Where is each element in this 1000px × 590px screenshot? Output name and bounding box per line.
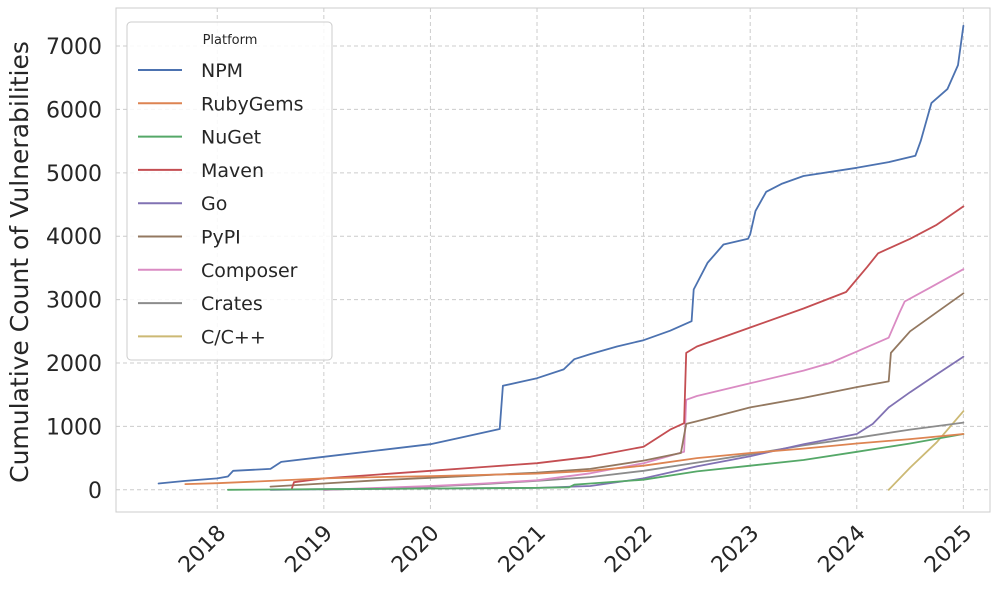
y-tick-label: 6000: [46, 98, 102, 123]
x-tick-label: 2020: [387, 521, 444, 578]
x-axis: 2018 2019 2020 2021 2022 2023 2024 2025: [174, 521, 977, 578]
series-line-maven: [290, 205, 965, 490]
x-tick-label: 2022: [600, 521, 657, 578]
x-tick-label: 2024: [814, 521, 871, 578]
x-tick-label: 2023: [707, 521, 764, 578]
legend-label-go: Go: [201, 193, 227, 215]
series-line-composer: [322, 268, 965, 491]
legend-label-nuget: NuGet: [201, 127, 261, 149]
legend-box: [126, 21, 333, 361]
legend-label-crates: Crates: [201, 293, 263, 315]
legend-label-npm: NPM: [201, 60, 243, 82]
legend-label-rubygems: RubyGems: [201, 93, 304, 115]
series-line-nuget: [226, 433, 965, 491]
y-tick-label: 1000: [46, 415, 102, 440]
y-tick-label: 5000: [46, 162, 102, 187]
series-layer: [157, 24, 965, 491]
series-line-c-c: [887, 410, 965, 491]
y-tick-label: 3000: [46, 289, 102, 314]
legend-label-maven: Maven: [201, 160, 264, 182]
y-tick-label: 0: [88, 479, 102, 504]
x-tick-label: 2019: [281, 521, 338, 578]
y-axis-title: Cumulative Count of Vulnerabilities: [5, 41, 34, 483]
legend-title: Platform: [203, 33, 258, 48]
x-tick-label: 2025: [920, 521, 977, 578]
y-tick-label: 4000: [46, 225, 102, 250]
legend: Platform NPM RubyGems NuGet Maven Go PyPI Comp…: [126, 21, 333, 361]
y-tick-label: 7000: [46, 35, 102, 60]
legend-label-c-c: C/C++: [201, 326, 266, 348]
legend-label-pypi: PyPI: [201, 227, 241, 249]
legend-items: NPM RubyGems NuGet Maven Go PyPI Composer Crate…: [138, 60, 304, 348]
x-tick-label: 2021: [494, 521, 551, 578]
legend-label-composer: Composer: [201, 260, 298, 282]
series-line-pypi: [269, 292, 965, 488]
x-tick-label: 2018: [174, 521, 231, 578]
grid: [116, 8, 990, 512]
y-tick-label: 2000: [46, 352, 102, 377]
series-line-npm: [157, 24, 965, 485]
series-line-rubygems: [184, 433, 965, 486]
y-axis: 0 1000 2000 3000 4000 5000 6000 7000: [46, 35, 102, 504]
